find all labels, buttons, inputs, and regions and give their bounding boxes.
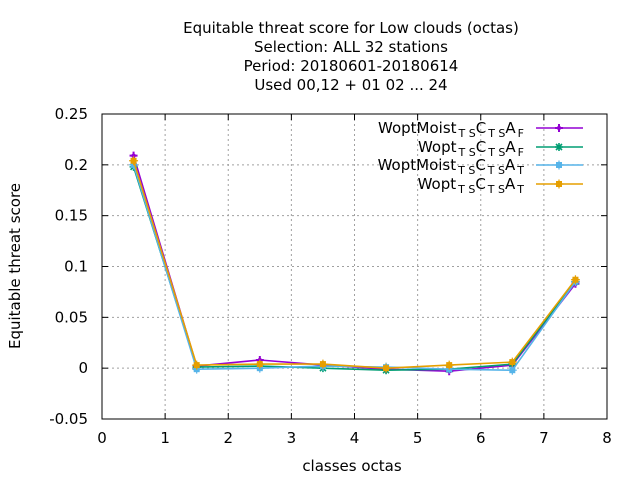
legend-entry: Wopt T SC T SA T [418,175,583,196]
legend-text-part: Wopt [418,138,457,156]
y-tick-label: -0.05 [49,410,88,428]
series-4 [129,156,580,373]
y-tick-label: 0.1 [64,258,88,276]
marker-cross [570,275,580,285]
legend-label: WoptMoist T SC T SA F [378,119,524,140]
x-tick-label: 6 [476,429,486,447]
legend-text-part: C [476,119,486,137]
x-tick-label: 1 [160,429,170,447]
series-group [129,151,580,376]
marker-cross [554,179,564,189]
legend-text-part: A [505,119,516,137]
legend-subscript: F [518,146,524,159]
y-axis-label: Equitable threat score [6,183,24,349]
marker-cross [381,363,391,373]
data-point [129,156,139,166]
legend-marker [555,124,563,132]
series-line [132,166,577,372]
legend-subscript: T S [487,127,505,140]
legend-entry: WoptMoist T SC T SA F [378,119,583,140]
title-line-2: Selection: ALL 32 stations [254,38,448,56]
y-tick-label: 0.05 [55,308,88,326]
legend-text-part: C [475,175,485,193]
legend-subscript: T S [458,127,476,140]
legend-subscript: T S [457,183,475,196]
marker-cross [129,156,139,166]
marker-dot [131,153,136,158]
legend-entry: WoptMoist T SC T SA T [378,156,583,177]
title-line-3: Period: 20180601-20180614 [244,57,459,75]
legend-text-part: C [476,138,486,156]
legend-marker [554,160,564,170]
x-tick-label: 2 [223,429,233,447]
legend-subscript: T S [487,164,505,177]
y-tick-label: 0 [78,359,88,377]
axes: 0 1 2 3 4 5 6 7 8 -0.05 0 0.05 0.1 0.15 0.2 0.25 [49,105,612,447]
y-tick-label: 0.25 [55,105,88,123]
x-tick-label: 7 [539,429,549,447]
legend-label: Wopt T SC T SA F [418,138,524,159]
legend-subscript: T S [487,183,505,196]
marker-cross [444,360,454,370]
legend-label: Wopt T SC T SA T [418,175,525,196]
grid [102,114,607,419]
legend-text-part: A [505,175,516,193]
legend-subscript: T [516,164,524,177]
data-point [192,360,202,370]
legend-label: WoptMoist T SC T SA T [378,156,525,177]
marker-cross [507,357,517,367]
data-point [381,363,391,373]
data-point [318,359,328,369]
title-line-4: Used 00,12 + 01 02 ... 24 [254,76,447,94]
data-point [507,357,517,367]
legend-entry: Wopt T SC T SA F [418,138,583,159]
x-tick-label: 5 [413,429,423,447]
marker-star [555,143,563,151]
legend-marker [554,179,564,189]
x-tick-label: 8 [602,429,612,447]
x-axis-label: classes octas [302,457,402,475]
marker-cross [554,160,564,170]
marker-cross [255,359,265,369]
data-point [255,359,265,369]
marker-cross [507,365,517,375]
legend-text-part: A [505,156,516,174]
data-point [507,365,517,375]
legend-subscript: T S [457,164,475,177]
legend-text-part: C [475,156,485,174]
y-tick-label: 0.2 [64,156,88,174]
marker-dot [556,125,562,131]
marker-cross [192,360,202,370]
legend-text-part: Wopt [418,175,457,193]
x-tick-label: 3 [287,429,297,447]
data-point [570,275,580,285]
legend-text-part: WoptMoist [378,119,457,137]
title-line-1: Equitable threat score for Low clouds (o… [183,19,519,37]
legend-text-part: A [505,138,516,156]
legend-subscript: T S [487,146,505,159]
data-point [444,360,454,370]
legend-text-part: WoptMoist [378,156,457,174]
x-tick-label: 0 [97,429,107,447]
y-tick-label: 0.15 [55,207,88,225]
legend-marker [555,143,563,151]
chart-title: Equitable threat score for Low clouds (o… [183,19,519,94]
legend-subscript: F [518,127,524,140]
marker-cross [318,359,328,369]
legend-subscript: T S [458,146,476,159]
x-tick-label: 4 [350,429,360,447]
legend-subscript: T [516,183,524,196]
series-line [132,160,577,370]
